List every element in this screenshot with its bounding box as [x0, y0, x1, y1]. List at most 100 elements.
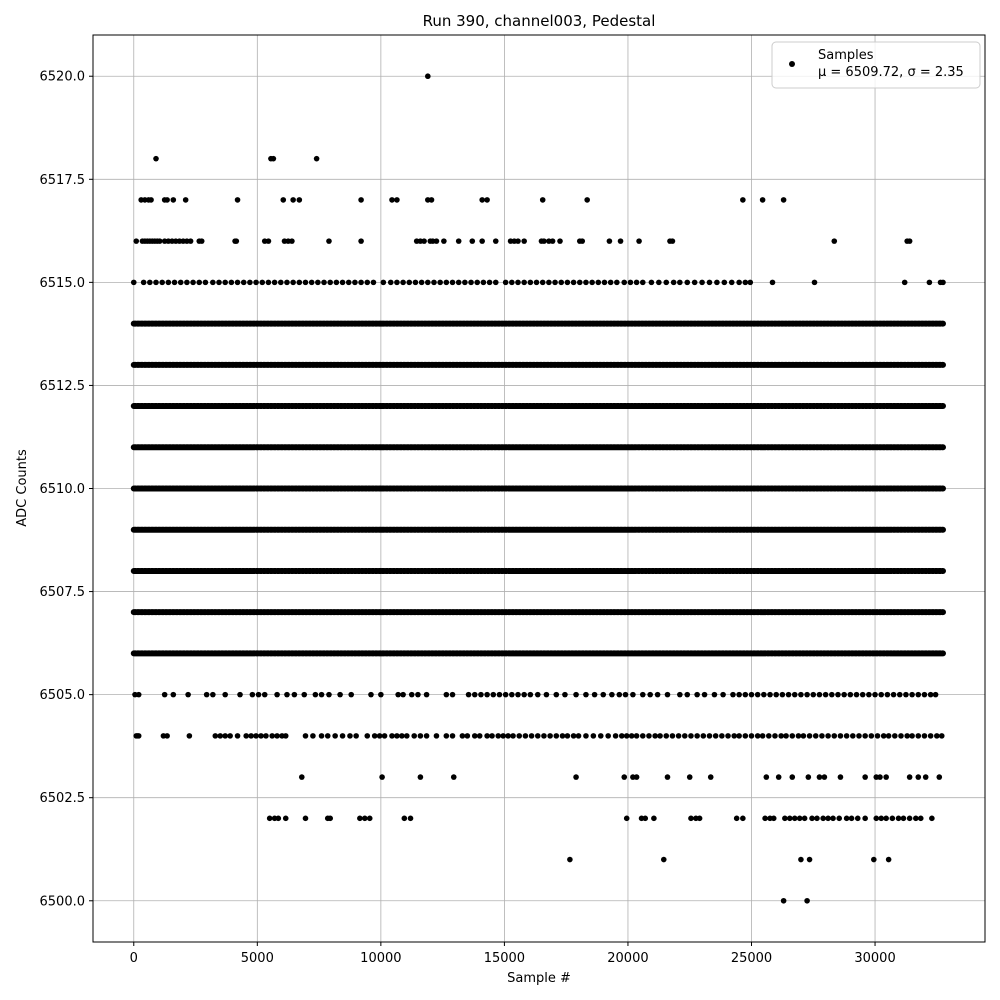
data-point [767, 691, 773, 698]
x-tick-label: 20000 [607, 951, 648, 966]
data-point [412, 279, 419, 286]
data-point [575, 733, 582, 739]
data-point [795, 733, 802, 739]
data-point [646, 733, 652, 739]
data-point [216, 279, 222, 286]
data-point [234, 733, 241, 739]
data-point [521, 279, 527, 286]
data-point [539, 279, 546, 286]
data-point [874, 733, 881, 739]
data-point [185, 691, 191, 698]
data-points [130, 73, 946, 904]
data-point [479, 197, 485, 203]
data-point [345, 279, 352, 286]
data-point [277, 279, 284, 286]
data-point [547, 733, 553, 739]
x-axis-ticks: 0 5000 10000 15000 20000 25000 30000 [130, 942, 896, 966]
data-point [804, 897, 810, 904]
data-point [376, 733, 383, 739]
data-point [202, 279, 209, 286]
data-point [664, 691, 671, 698]
x-tick-label: 10000 [360, 951, 401, 966]
data-point [639, 279, 646, 286]
data-point [394, 197, 400, 203]
data-point [332, 733, 338, 739]
data-point [240, 279, 247, 286]
data-point [441, 238, 447, 244]
data-point [940, 279, 946, 286]
data-point [500, 733, 506, 739]
data-point [570, 279, 577, 286]
data-point [153, 279, 159, 286]
data-point [862, 733, 868, 739]
data-point [379, 774, 385, 780]
data-point [754, 733, 761, 739]
data-point [177, 279, 184, 286]
data-point [701, 691, 708, 698]
data-point [389, 733, 395, 739]
data-point [885, 733, 892, 739]
data-point [464, 733, 471, 739]
data-point [684, 691, 691, 698]
data-point [621, 774, 628, 780]
data-point [583, 733, 589, 739]
data-point [153, 155, 159, 162]
data-point [161, 691, 168, 698]
legend-box [771, 41, 981, 89]
data-point [425, 279, 431, 286]
data-point [600, 691, 607, 698]
data-point [850, 733, 856, 739]
legend-stats-label: μ = 6509.72, σ = 2.35 [818, 65, 964, 80]
data-point [654, 691, 661, 698]
data-point [801, 815, 808, 822]
data-point [196, 279, 203, 286]
data-point [389, 197, 395, 203]
data-point [922, 774, 929, 780]
data-point [782, 815, 788, 822]
data-point [327, 279, 334, 286]
x-tick-label: 15000 [484, 951, 525, 966]
data-point [564, 279, 571, 286]
y-tick-label: 6515.0 [40, 276, 86, 291]
data-point [164, 733, 170, 739]
data-point [885, 856, 892, 863]
data-point [411, 733, 418, 739]
data-point [694, 733, 700, 739]
data-point [791, 815, 798, 822]
data-point [133, 238, 140, 244]
data-point [159, 279, 165, 286]
data-point [406, 279, 413, 286]
data-point [570, 733, 577, 739]
data-point [271, 279, 278, 286]
data-point [816, 691, 823, 698]
data-point [736, 279, 742, 286]
data-point [539, 197, 546, 203]
data-point [431, 279, 437, 286]
data-point [284, 279, 290, 286]
data-point [677, 279, 683, 286]
data-point [302, 815, 309, 822]
data-point [515, 691, 521, 698]
data-point [443, 733, 450, 739]
data-point [835, 691, 841, 698]
data-point [848, 815, 855, 822]
data-point [275, 815, 282, 822]
data-point [147, 279, 153, 286]
data-point [399, 733, 405, 739]
data-point [719, 733, 725, 739]
chart-title: Run 390, channel003, Pedestal [423, 12, 656, 30]
data-point [553, 691, 560, 698]
data-point [609, 691, 615, 698]
data-point [633, 774, 640, 780]
data-point [253, 279, 259, 286]
data-point [623, 815, 630, 822]
data-point [474, 279, 481, 286]
data-point [810, 691, 817, 698]
data-point [623, 733, 630, 739]
data-point [212, 733, 219, 739]
data-point [478, 691, 484, 698]
data-point [234, 279, 241, 286]
data-point [883, 774, 889, 780]
data-point [321, 279, 327, 286]
data-point [559, 733, 566, 739]
